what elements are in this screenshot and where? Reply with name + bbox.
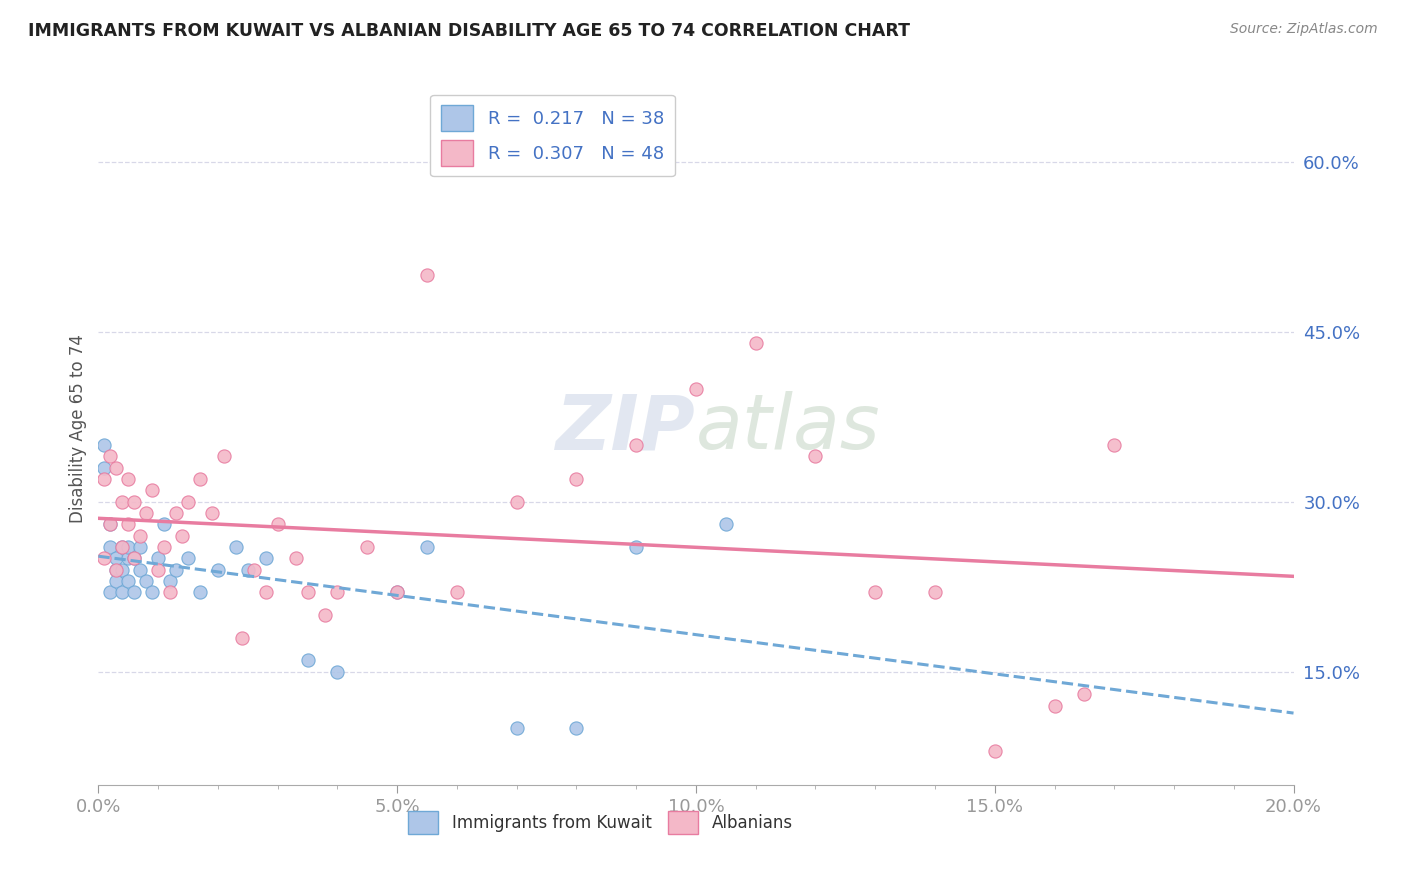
Point <box>446 585 468 599</box>
Point <box>129 529 152 543</box>
Point <box>135 506 157 520</box>
Point <box>117 517 139 532</box>
Point <box>416 540 439 554</box>
Point <box>565 722 588 736</box>
Point <box>284 551 307 566</box>
Point <box>506 495 529 509</box>
Point <box>159 574 181 588</box>
Point <box>98 517 122 532</box>
Point <box>153 517 176 532</box>
Point <box>356 540 378 554</box>
Point <box>105 563 128 577</box>
Point <box>297 585 319 599</box>
Point <box>984 744 1007 758</box>
Text: Source: ZipAtlas.com: Source: ZipAtlas.com <box>1230 22 1378 37</box>
Point <box>117 472 139 486</box>
Point <box>231 631 253 645</box>
Point <box>124 551 146 566</box>
Point <box>385 585 409 599</box>
Text: atlas: atlas <box>696 392 880 465</box>
Point <box>111 585 134 599</box>
Point <box>148 563 170 577</box>
Point <box>254 551 277 566</box>
Point <box>326 585 349 599</box>
Point <box>111 563 134 577</box>
Point <box>172 529 194 543</box>
Point <box>416 268 439 283</box>
Point <box>129 540 152 554</box>
Point <box>105 574 128 588</box>
Point <box>225 540 247 554</box>
Point <box>254 585 277 599</box>
Point <box>188 472 211 486</box>
Point <box>117 540 139 554</box>
Text: ZIP: ZIP <box>557 392 696 465</box>
Point <box>98 517 122 532</box>
Point <box>1104 438 1126 452</box>
Point <box>148 551 170 566</box>
Point <box>141 585 163 599</box>
Y-axis label: Disability Age 65 to 74: Disability Age 65 to 74 <box>69 334 87 523</box>
Point <box>165 506 187 520</box>
Point <box>93 472 115 486</box>
Point <box>98 450 122 464</box>
Point <box>326 665 349 679</box>
Point <box>135 574 157 588</box>
Point <box>714 517 737 532</box>
Point <box>117 574 139 588</box>
Point <box>177 495 200 509</box>
Point <box>93 438 115 452</box>
Point <box>105 460 128 475</box>
Point <box>315 608 337 623</box>
Point <box>111 540 134 554</box>
Point <box>124 495 146 509</box>
Point <box>924 585 946 599</box>
Text: IMMIGRANTS FROM KUWAIT VS ALBANIAN DISABILITY AGE 65 TO 74 CORRELATION CHART: IMMIGRANTS FROM KUWAIT VS ALBANIAN DISAB… <box>28 22 910 40</box>
Point <box>267 517 290 532</box>
Point <box>177 551 200 566</box>
Point <box>1043 698 1066 713</box>
Point <box>1073 687 1095 701</box>
Point <box>124 551 146 566</box>
Point <box>93 551 115 566</box>
Legend: Immigrants from Kuwait, Albanians: Immigrants from Kuwait, Albanians <box>402 804 799 841</box>
Point <box>98 540 122 554</box>
Point <box>207 563 229 577</box>
Point <box>626 540 648 554</box>
Point <box>98 585 122 599</box>
Point <box>93 460 115 475</box>
Point <box>111 540 134 554</box>
Point <box>212 450 235 464</box>
Point <box>105 551 128 566</box>
Point <box>124 585 146 599</box>
Point <box>159 585 181 599</box>
Point <box>506 722 529 736</box>
Point <box>165 563 187 577</box>
Point <box>153 540 176 554</box>
Point <box>105 563 128 577</box>
Point <box>129 563 152 577</box>
Point <box>236 563 259 577</box>
Point <box>804 450 827 464</box>
Point <box>385 585 409 599</box>
Point <box>626 438 648 452</box>
Point <box>201 506 224 520</box>
Point <box>745 336 768 351</box>
Point <box>111 495 134 509</box>
Point <box>243 563 266 577</box>
Point <box>188 585 211 599</box>
Point <box>141 483 163 498</box>
Point <box>117 551 139 566</box>
Point <box>865 585 887 599</box>
Point <box>297 653 319 667</box>
Point <box>685 382 707 396</box>
Point <box>565 472 588 486</box>
